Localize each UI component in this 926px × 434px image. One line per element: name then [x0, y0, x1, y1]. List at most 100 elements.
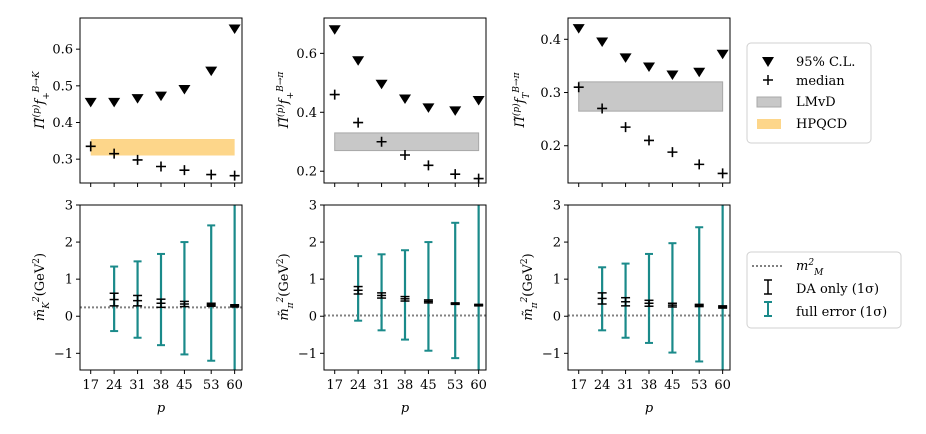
bottom-panel-1: −1 0 1 2 3 17 24 31 38 45 53 60 m̃K2(GeV2) p [32, 199, 243, 417]
cl95-point [328, 25, 341, 35]
median-point [620, 122, 631, 133]
band-lmvd [334, 132, 480, 152]
median-point [179, 165, 190, 176]
x-tick-label: 31 [129, 378, 146, 393]
top-panel-1: 0.3 0.4 0.5 0.6 Π̃(p)f+B→K [31, 17, 243, 187]
legend-frame [746, 251, 902, 329]
median-point [376, 136, 387, 147]
y-tick-label: 0.3 [52, 153, 73, 168]
y-tick-label: 1 [553, 273, 561, 288]
x-ticks: 17 24 31 38 45 53 60 [570, 370, 731, 393]
bottom-panel-3: −1 0 1 2 3 17 24 31 38 45 53 60 m̃π2(GeV2) p [520, 199, 731, 417]
cl95-point [352, 56, 365, 66]
median-point [132, 154, 143, 165]
cl95-point [422, 103, 435, 113]
legend-label-da: DA only (1σ) [796, 282, 879, 297]
legend-label-hpqcd: HPQCD [796, 117, 847, 132]
median-markers [329, 89, 484, 184]
median-point [473, 173, 484, 184]
cl95-point [666, 70, 679, 80]
y-ticks: −1 0 1 2 3 [542, 199, 568, 362]
band-rect [578, 81, 724, 112]
cl95-markers [572, 24, 729, 80]
y-tick-label: 1 [309, 273, 317, 288]
y-tick-label: 0.2 [296, 165, 317, 180]
cl95-point [399, 94, 411, 105]
y-ticks: −1 0 1 2 3 [54, 199, 80, 362]
cl95-markers [328, 25, 485, 116]
y-ticks: −1 0 1 2 3 [298, 199, 324, 362]
legend-triangle-icon [762, 57, 774, 67]
cl95-point [131, 94, 144, 104]
y-axis-label: Π̃(p)f+B→π [275, 71, 296, 130]
y-tick-label: 0.6 [296, 47, 317, 62]
y-tick-label: 0.3 [540, 86, 561, 101]
median-point [667, 147, 678, 158]
y-tick-label: −1 [298, 347, 317, 362]
x-tick-label: 45 [664, 378, 681, 393]
y-tick-label: 0 [65, 310, 73, 325]
cl95-markers [84, 24, 241, 108]
x-tick-label: 38 [153, 378, 170, 393]
y-ticks: 0.3 0.4 0.5 0.6 [52, 43, 80, 168]
x-tick-label: 38 [641, 378, 658, 393]
y-tick-label: 0.4 [296, 106, 317, 121]
median-point [109, 148, 120, 159]
y-ticks: 0.2 0.3 0.4 [540, 33, 568, 154]
x-ticks: 17 24 31 38 45 53 60 [326, 370, 487, 393]
cl95-point [178, 85, 191, 95]
x-ticks [334, 183, 480, 187]
y-axis-label: m̃π2(GeV2) [520, 253, 540, 320]
x-tick-label: 60 [470, 378, 487, 393]
band-rect [90, 139, 235, 156]
median-point [717, 168, 728, 179]
x-tick-label: 17 [570, 378, 587, 393]
legend-swatch-lmvd [756, 96, 782, 108]
da-error-bars [109, 292, 240, 309]
x-tick-label: 24 [594, 378, 611, 393]
median-point [694, 159, 705, 170]
full-error-bars [354, 205, 480, 370]
legend-label-full: full error (1σ) [796, 305, 887, 320]
median-point [423, 160, 434, 171]
x-tick-label: 53 [691, 378, 708, 393]
y-tick-label: 0.2 [540, 139, 561, 154]
y-axis-label: m̃K2(GeV2) [32, 253, 52, 321]
y-tick-label: 0.5 [52, 79, 73, 94]
band-rect [334, 132, 480, 152]
x-tick-label: 31 [617, 378, 634, 393]
median-point [597, 103, 608, 114]
median-point [206, 169, 217, 180]
y-tick-label: 2 [65, 236, 73, 251]
x-tick-label: 17 [82, 378, 99, 393]
cl95-point [643, 62, 655, 72]
y-tick-label: 3 [553, 199, 561, 214]
band-lmvd [578, 81, 724, 112]
median-point [644, 135, 654, 146]
x-ticks [578, 183, 724, 187]
y-axis-label: Π̃(p)f+B→K [31, 70, 52, 130]
full-error-bars [598, 205, 724, 370]
median-point [450, 169, 461, 180]
cl95-point [572, 24, 585, 34]
da-error-bars [597, 292, 728, 309]
legend-da-errorbar-icon [764, 279, 772, 295]
legend-label-lmvd: LMvD [796, 95, 836, 110]
cl95-point [228, 24, 241, 34]
cl95-point [596, 37, 609, 47]
cl95-point [205, 66, 218, 77]
da-error-bars [353, 285, 484, 307]
x-ticks [90, 183, 236, 187]
full-error-bars [110, 205, 236, 370]
x-axis-label: p [645, 401, 654, 416]
median-markers [573, 82, 728, 179]
y-tick-label: 0 [553, 310, 561, 325]
top-panel-3: 0.2 0.3 0.4 Π̃(p)fTB→π [511, 17, 731, 187]
x-tick-label: 45 [420, 378, 437, 393]
cl95-point [84, 97, 97, 108]
median-point [573, 82, 584, 93]
legend-label-mass: m2M [796, 258, 824, 278]
median-point [229, 170, 240, 181]
top-panel-2: 0.2 0.4 0.6 Π̃(p)f+B→π [275, 17, 487, 187]
